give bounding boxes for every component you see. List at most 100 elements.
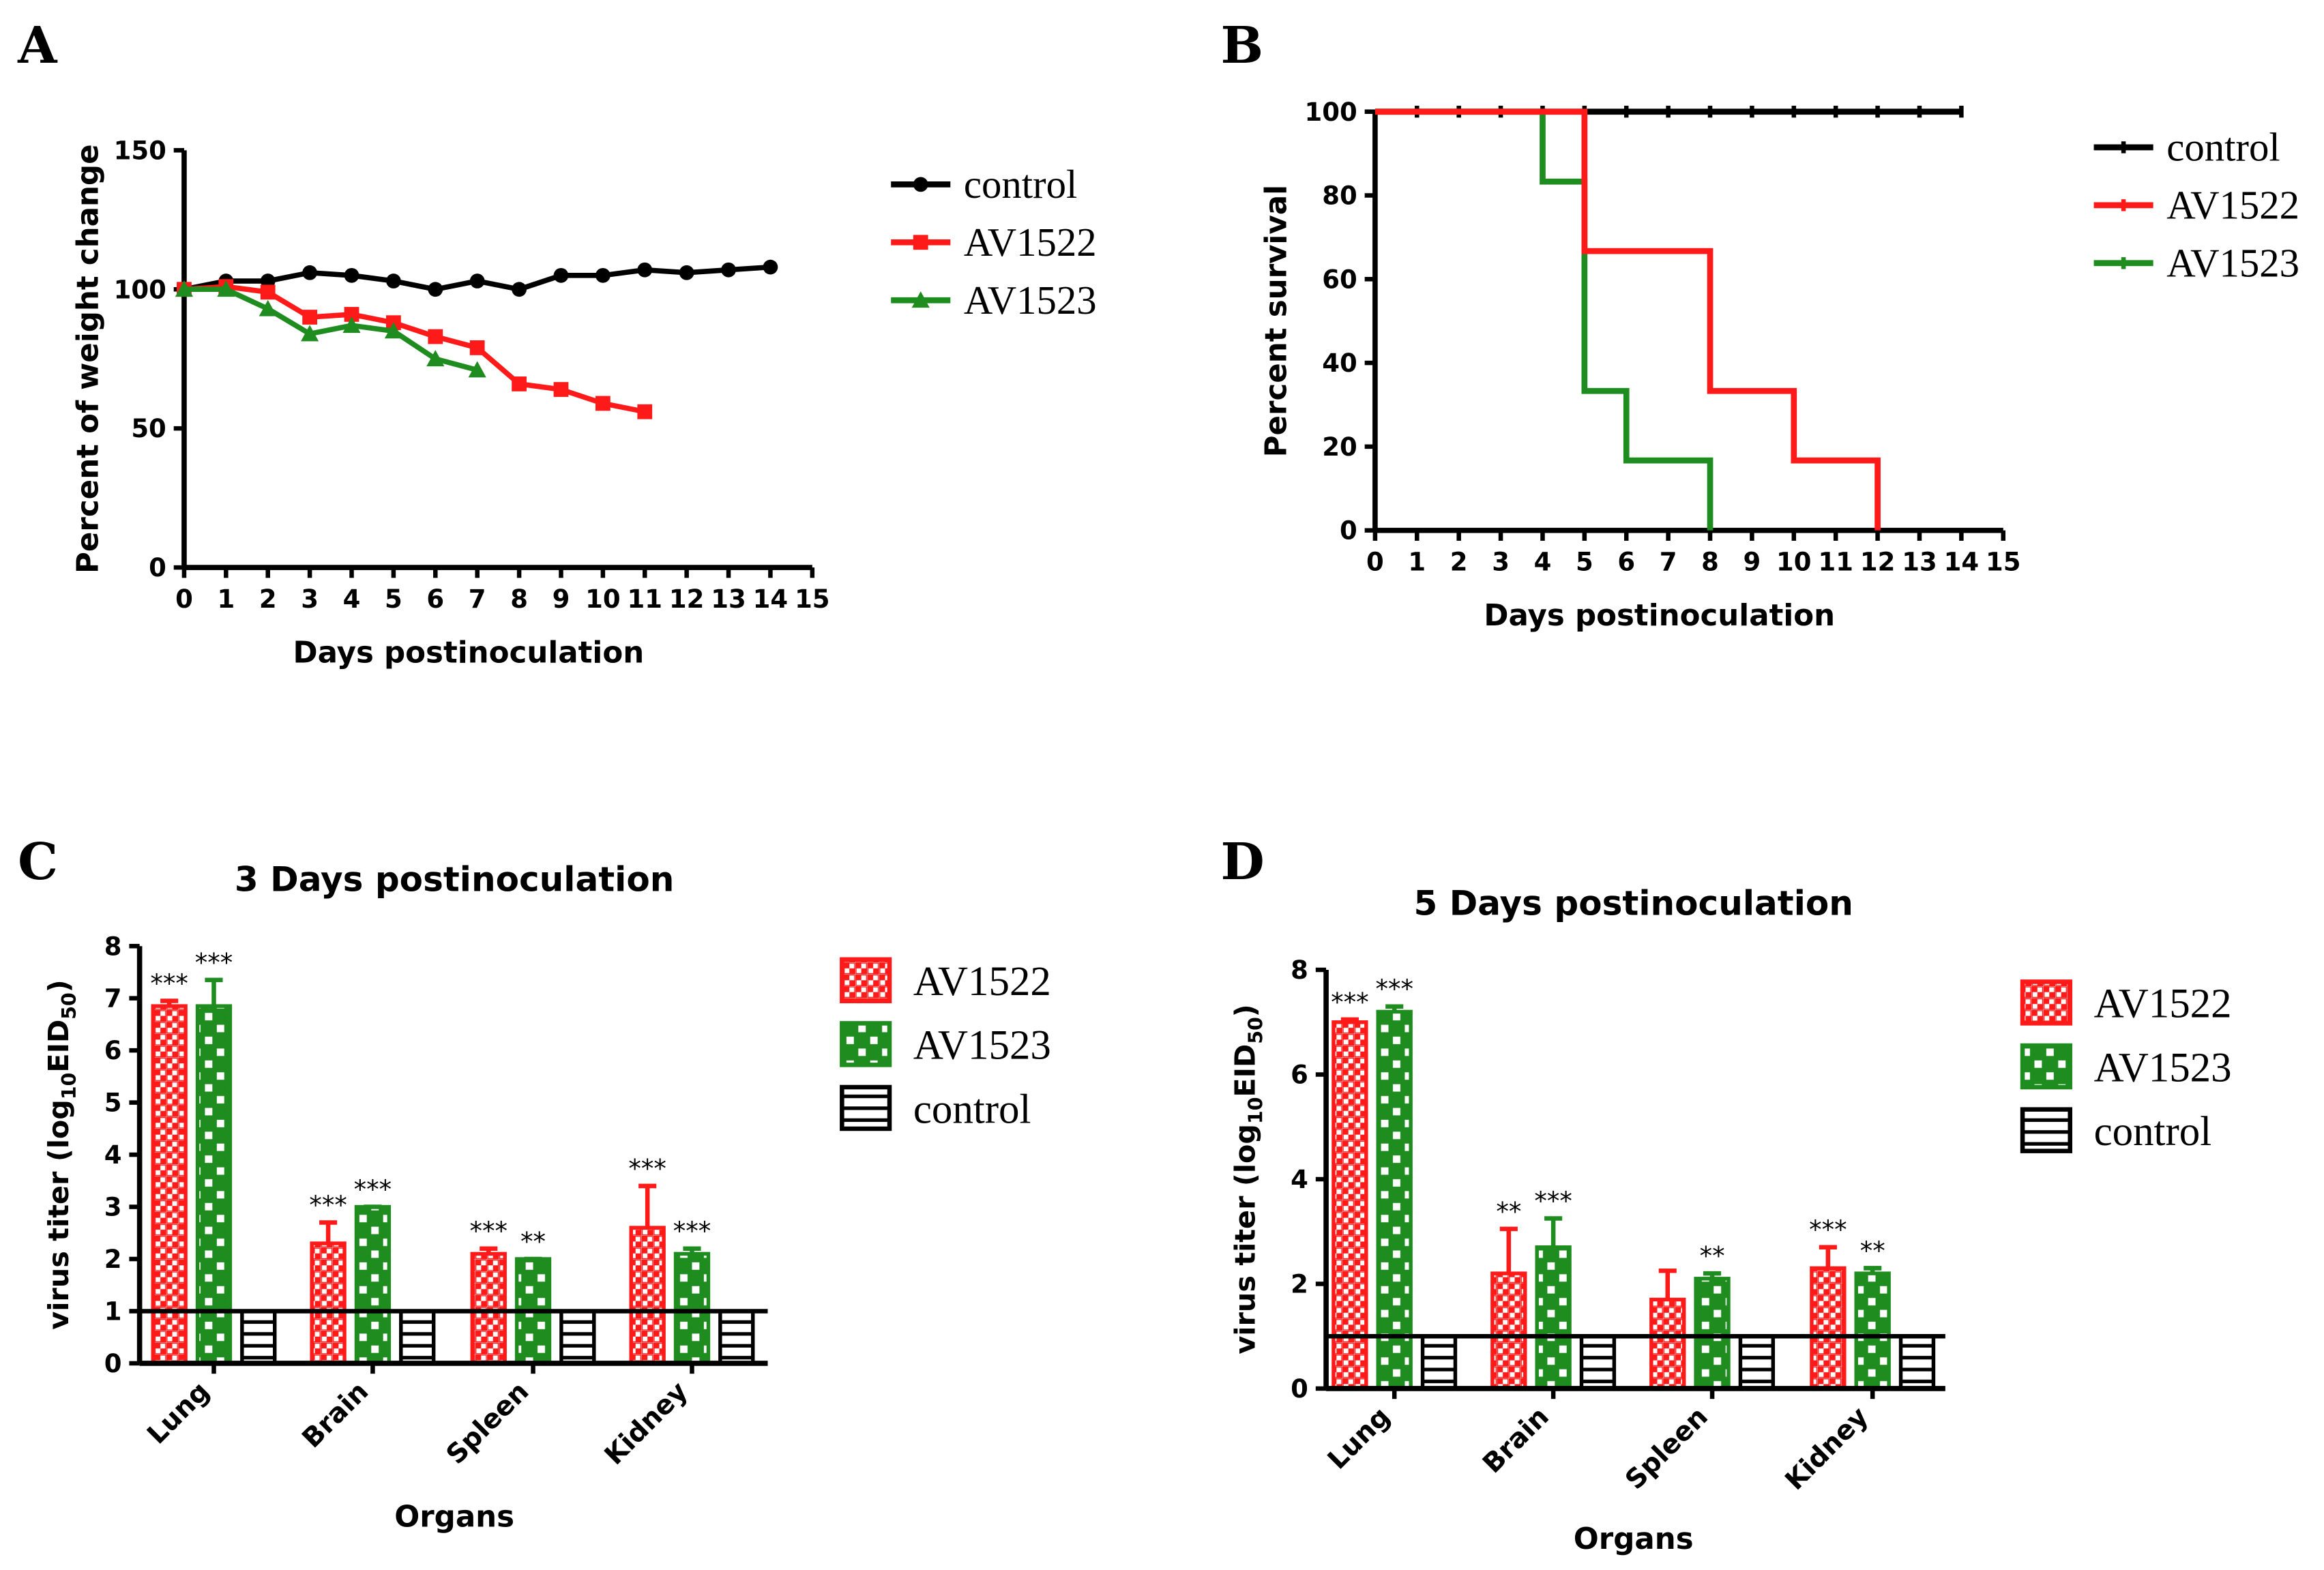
y-tick-label: 60: [1322, 265, 1357, 294]
series-line-av1522: [1374, 108, 1881, 531]
x-tick-label: 0: [1366, 547, 1384, 576]
x-tick-label: 12: [669, 584, 705, 614]
significance-stars: ***: [150, 968, 188, 998]
x-tick-label: 3: [301, 584, 319, 614]
x-tick-label: 6: [1617, 547, 1635, 576]
legend-label-control: control: [964, 162, 1077, 207]
legend-swatch-av1523: [2020, 1043, 2072, 1090]
data-point-av1523: [342, 316, 361, 334]
series-line-av1522: [183, 284, 645, 415]
category-label-brain: Brain: [297, 1376, 375, 1455]
legend-marker-av1522: [913, 235, 928, 250]
legend-label-control: control: [913, 1086, 1031, 1132]
category-label-kidney: Kidney: [1780, 1402, 1874, 1496]
data-point-control: [469, 273, 485, 288]
legend-label-av1523: AV1523: [2166, 241, 2299, 285]
legend-label-control: control: [2166, 125, 2280, 170]
series-line-av1523: [1374, 108, 1713, 531]
data-point-av1522: [428, 329, 443, 344]
x-tick-label: 0: [175, 584, 193, 614]
data-point-av1523: [259, 299, 277, 316]
bar-av1522-spleen: [1649, 1297, 1686, 1391]
legend-label-av1523: AV1523: [964, 278, 1097, 323]
y-tick-label: 6: [104, 1036, 122, 1065]
category-label-spleen: Spleen: [1619, 1402, 1713, 1496]
data-point-av1523: [384, 322, 402, 339]
y-axis-title-subscript: 50: [1244, 1017, 1267, 1043]
panel-d-titer-day5-chart: 5 Days postinoculation*** ***Lung** ***Bra…: [1229, 883, 2232, 1556]
bar-av1523-brain: [354, 1204, 392, 1365]
x-tick-label: 2: [259, 584, 277, 614]
legend-marker-av1523: [911, 291, 930, 308]
x-axis-title: Days postinoculation: [1484, 599, 1835, 633]
category-label-brain: Brain: [1477, 1402, 1555, 1480]
y-tick-label: 100: [1305, 98, 1357, 127]
bar-control-brain: [399, 1309, 436, 1365]
significance-stars: ***: [195, 948, 233, 977]
x-tick-label: 11: [628, 584, 662, 614]
bar-av1522-brain: [1490, 1271, 1527, 1391]
y-tick-label: 5: [104, 1088, 122, 1118]
legend-swatch-av1522: [840, 957, 892, 1004]
y-axis-title-part: ): [1229, 1004, 1262, 1017]
x-tick-label: 6: [426, 584, 444, 614]
data-point-control: [344, 267, 359, 283]
y-tick-label: 50: [131, 414, 166, 443]
significance-stars: ***: [354, 1174, 392, 1204]
x-tick-label: 1: [217, 584, 235, 614]
significance-stars: **: [520, 1227, 546, 1256]
bar-av1522-kidney: [629, 1226, 666, 1365]
y-tick-label: 3: [104, 1193, 122, 1222]
bar-av1523-lung: [1376, 1009, 1413, 1391]
data-point-av1522: [302, 310, 318, 325]
y-tick-label: 7: [104, 984, 122, 1013]
y-axis-title-part: virus titer (log: [1229, 1124, 1262, 1354]
data-point-av1522: [344, 307, 359, 322]
chart-title: 5 Days postinoculation: [1413, 883, 1853, 923]
x-tick-label: 2: [1450, 547, 1468, 576]
y-axis-title-part: virus titer (log: [42, 1099, 75, 1330]
x-tick-label: 13: [711, 584, 746, 614]
y-tick-label: 100: [114, 275, 166, 304]
data-point-av1522: [553, 382, 569, 397]
category-label-lung: Lung: [1322, 1402, 1396, 1476]
x-tick-label: 11: [1818, 547, 1853, 576]
legend-swatch-control: [840, 1084, 892, 1131]
legend-label-control: control: [2094, 1109, 2212, 1155]
significance-stars: ***: [1375, 975, 1413, 1004]
x-tick-label: 4: [343, 584, 361, 614]
x-tick-label: 9: [553, 584, 570, 614]
y-axis-title-part: ): [42, 979, 75, 992]
y-axis-title: virus titer (log10EID50): [42, 979, 80, 1329]
data-point-av1522: [260, 284, 276, 300]
y-tick-label: 40: [1322, 349, 1357, 378]
legend-swatch-control: [2020, 1107, 2072, 1153]
bar-av1522-kidney: [1810, 1266, 1847, 1391]
y-axis-title-part: EID: [1229, 1044, 1262, 1097]
x-tick-label: 15: [1986, 547, 2021, 576]
x-tick-label: 5: [1576, 547, 1593, 576]
bar-control-kidney: [718, 1309, 755, 1365]
x-tick-label: 7: [469, 584, 486, 614]
data-point-av1522: [512, 376, 527, 391]
x-tick-label: 8: [510, 584, 528, 614]
bar-control-brain: [1579, 1334, 1617, 1391]
y-axis-title: Percent survival: [1259, 185, 1293, 457]
y-axis-title-subscript: 50: [58, 992, 80, 1019]
panel-c-titer-day3-chart: 3 Days postinoculation******Lung******Br…: [42, 860, 1051, 1535]
data-point-av1522: [637, 404, 653, 419]
data-point-av1523: [468, 361, 486, 378]
y-tick-label: 0: [104, 1349, 122, 1378]
data-point-control: [386, 273, 401, 288]
x-tick-label: 1: [1408, 547, 1426, 576]
significance-stars: **: [1496, 1197, 1521, 1226]
significance-stars: ***: [673, 1217, 711, 1246]
significance-stars: **: [1700, 1241, 1725, 1271]
data-point-control: [721, 262, 736, 278]
bar-control-kidney: [1898, 1334, 1936, 1391]
legend-label-av1523: AV1523: [913, 1023, 1051, 1069]
y-tick-label: 4: [104, 1140, 122, 1170]
x-axis-title: Days postinoculation: [293, 636, 644, 670]
bar-av1523-kidney: [673, 1251, 711, 1365]
